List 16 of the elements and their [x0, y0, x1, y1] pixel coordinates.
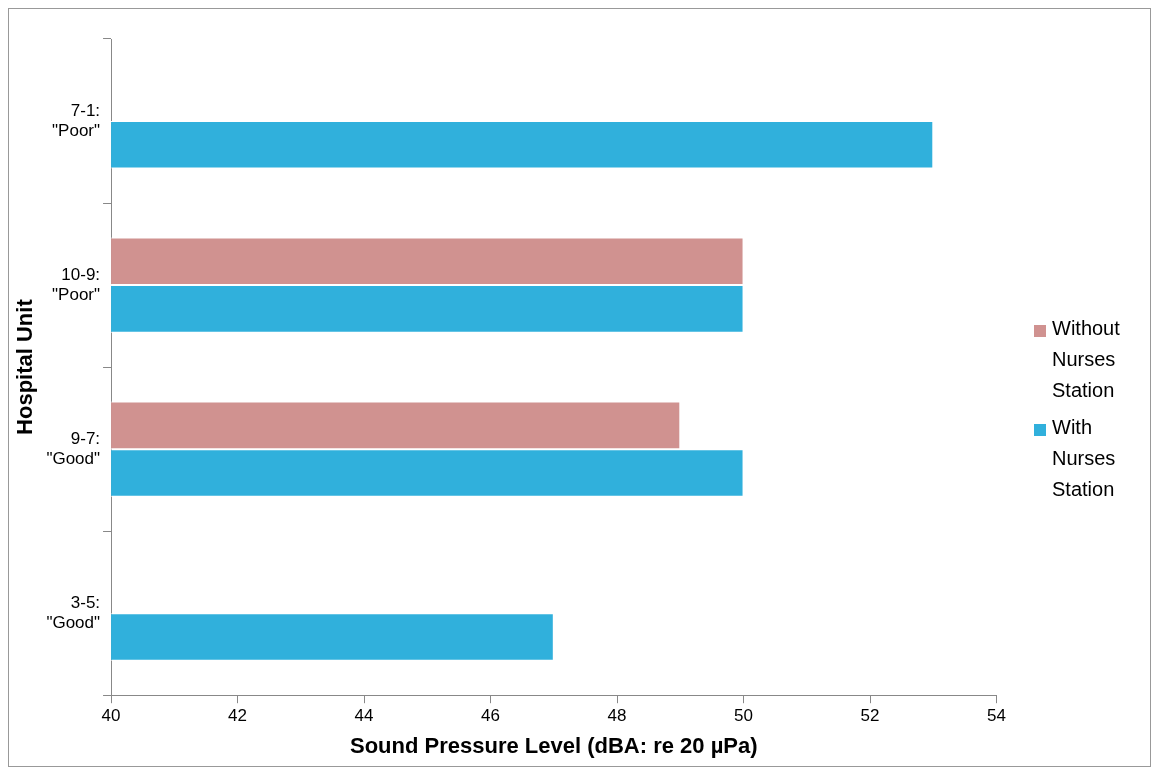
x-tick-label: 44	[354, 706, 374, 726]
legend-label: With Nurses Station	[1052, 415, 1117, 502]
y-tick-label: 9-7: "Good"	[46, 428, 101, 469]
x-tick-label: 40	[101, 706, 121, 726]
y-tick-label: 10-9: "Poor"	[52, 264, 101, 304]
legend-label: Without Nurses Station	[1052, 316, 1121, 403]
y-axis-title: Hospital Unit	[12, 298, 38, 435]
x-tick-label: 42	[228, 706, 248, 726]
x-tick-label: 54	[987, 706, 1007, 726]
x-tick-label: 48	[607, 706, 627, 726]
x-tick-label: 46	[481, 706, 501, 726]
x-tick-label: 50	[734, 706, 754, 726]
y-tick-label: 7-1: "Poor"	[52, 100, 101, 140]
x-tick-label: 52	[860, 706, 880, 726]
x-axis-title: Sound Pressure Level (dBA: re 20 µPa)	[350, 732, 758, 758]
y-tick-label: 3-5: "Good"	[46, 592, 101, 633]
